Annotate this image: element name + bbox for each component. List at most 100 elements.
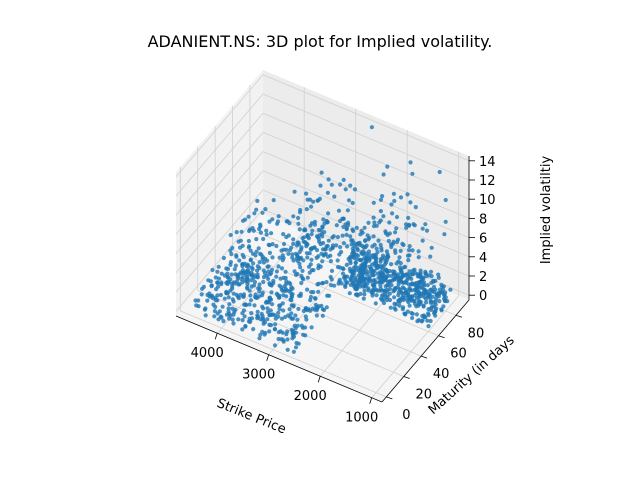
data-point bbox=[371, 215, 376, 220]
grid-z-back bbox=[175, 189, 264, 293]
data-point bbox=[248, 248, 253, 253]
grid-x-floor bbox=[371, 295, 460, 398]
data-point bbox=[305, 234, 310, 239]
data-point bbox=[277, 307, 282, 312]
data-point bbox=[228, 277, 233, 282]
data-point bbox=[228, 232, 233, 238]
data-point bbox=[297, 227, 302, 232]
data-point bbox=[328, 259, 333, 264]
data-point bbox=[330, 235, 335, 240]
data-point bbox=[247, 228, 252, 234]
data-point bbox=[211, 302, 216, 307]
data-point bbox=[392, 198, 397, 204]
data-point bbox=[245, 276, 250, 281]
data-point bbox=[353, 292, 359, 297]
data-point bbox=[271, 198, 276, 203]
data-point bbox=[312, 296, 318, 301]
data-point bbox=[336, 208, 342, 213]
grid-z-back bbox=[175, 93, 264, 197]
data-point bbox=[272, 343, 278, 348]
data-point bbox=[390, 278, 395, 283]
data-point bbox=[251, 261, 256, 266]
data-point bbox=[376, 238, 381, 243]
data-point bbox=[267, 243, 272, 248]
data-point bbox=[258, 230, 263, 235]
data-point bbox=[303, 240, 308, 245]
data-point bbox=[249, 273, 254, 278]
data-point bbox=[269, 267, 275, 272]
data-point bbox=[230, 306, 235, 311]
data-point bbox=[371, 283, 376, 288]
data-point bbox=[316, 254, 321, 259]
data-point bbox=[356, 280, 361, 285]
data-point bbox=[311, 199, 316, 204]
data-point bbox=[370, 287, 376, 292]
data-point bbox=[359, 258, 364, 263]
data-point bbox=[338, 245, 343, 250]
data-point bbox=[443, 219, 448, 224]
data-point bbox=[371, 234, 376, 239]
data-point bbox=[384, 268, 389, 273]
data-point bbox=[308, 223, 313, 228]
data-point bbox=[248, 257, 253, 262]
data-point bbox=[320, 259, 325, 264]
grid-z-side bbox=[262, 170, 470, 258]
data-point bbox=[309, 325, 314, 330]
data-point bbox=[304, 207, 309, 212]
data-point bbox=[334, 243, 339, 248]
data-point bbox=[326, 238, 331, 243]
data-point bbox=[345, 274, 350, 279]
data-point bbox=[388, 242, 394, 247]
data-point bbox=[377, 220, 382, 225]
data-point bbox=[337, 252, 342, 257]
data-point bbox=[283, 269, 288, 274]
data-point bbox=[399, 290, 404, 295]
data-point bbox=[249, 265, 254, 270]
data-point bbox=[270, 255, 275, 260]
data-point bbox=[392, 295, 397, 300]
x-tick-mark bbox=[214, 333, 218, 340]
data-point bbox=[326, 211, 331, 216]
data-point bbox=[279, 285, 284, 290]
y-tick-label: 60 bbox=[450, 347, 467, 362]
data-point bbox=[319, 303, 324, 308]
data-point bbox=[320, 281, 325, 286]
data-point bbox=[252, 283, 257, 288]
pane-y bbox=[263, 70, 469, 300]
data-point bbox=[247, 288, 252, 293]
data-point bbox=[328, 247, 333, 252]
data-point bbox=[219, 315, 224, 320]
data-point bbox=[321, 307, 327, 313]
data-point bbox=[413, 205, 418, 210]
data-point bbox=[280, 258, 285, 263]
data-point bbox=[265, 306, 270, 311]
data-point bbox=[322, 230, 327, 235]
y-tick-label: 40 bbox=[433, 367, 450, 382]
data-point bbox=[354, 225, 359, 230]
data-point bbox=[301, 277, 306, 282]
data-point bbox=[316, 289, 321, 294]
data-point bbox=[305, 287, 310, 292]
data-point bbox=[403, 264, 408, 269]
data-point bbox=[381, 277, 386, 282]
data-point bbox=[381, 172, 386, 177]
data-point bbox=[396, 293, 401, 298]
data-point bbox=[318, 183, 323, 188]
data-point bbox=[372, 220, 377, 225]
data-point bbox=[274, 243, 279, 249]
data-point bbox=[354, 283, 359, 288]
data-point bbox=[234, 279, 240, 284]
data-point bbox=[411, 268, 416, 273]
data-point bbox=[236, 317, 241, 322]
data-point bbox=[257, 286, 262, 291]
data-point bbox=[206, 278, 211, 283]
data-point bbox=[409, 276, 414, 281]
grid-z-back bbox=[175, 74, 264, 178]
data-point bbox=[224, 312, 230, 317]
data-point bbox=[418, 285, 423, 290]
data-point bbox=[359, 228, 364, 233]
data-point bbox=[414, 312, 419, 317]
data-point bbox=[227, 302, 232, 307]
data-point bbox=[261, 318, 266, 323]
